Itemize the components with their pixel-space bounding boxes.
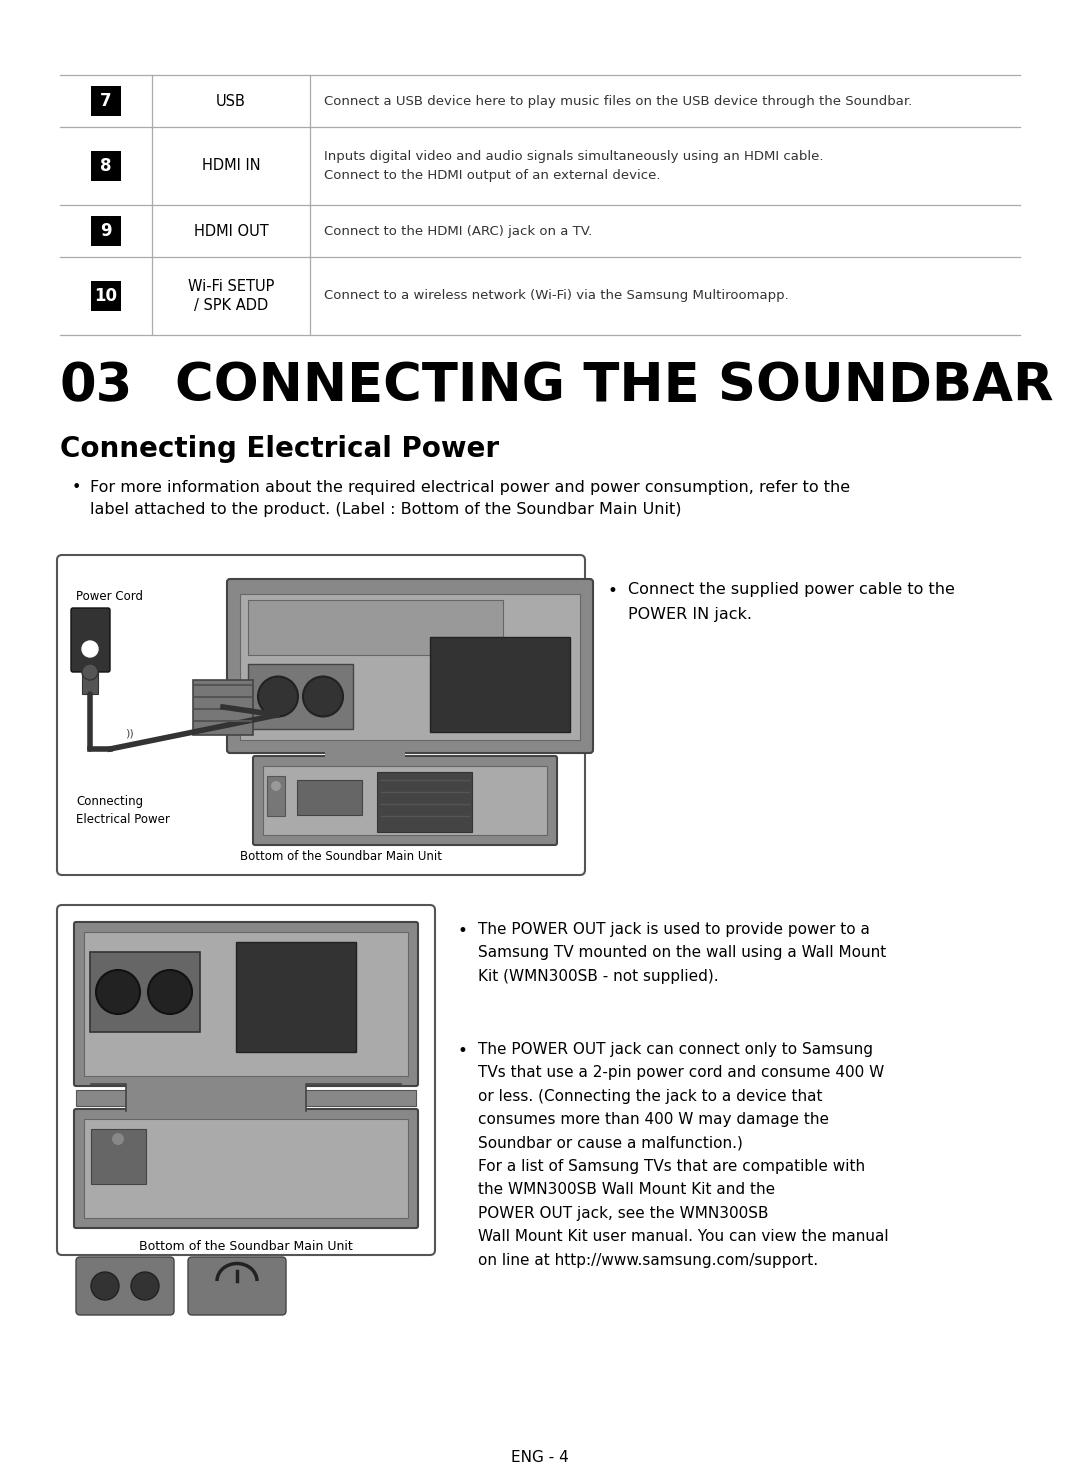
Text: USB: USB — [216, 93, 246, 108]
Bar — [248, 664, 353, 729]
Text: Connecting Electrical Power: Connecting Electrical Power — [60, 435, 499, 463]
Text: For more information about the required electrical power and power consumption, : For more information about the required … — [90, 481, 850, 495]
Circle shape — [96, 970, 140, 1015]
Circle shape — [148, 970, 192, 1015]
Text: •: • — [608, 583, 618, 600]
FancyBboxPatch shape — [188, 1257, 286, 1315]
Circle shape — [91, 1272, 119, 1300]
Text: Bottom of the Soundbar Main Unit: Bottom of the Soundbar Main Unit — [139, 1239, 353, 1253]
Text: Power Cord: Power Cord — [76, 590, 143, 603]
Text: •: • — [72, 481, 81, 495]
Text: )): )) — [125, 729, 134, 740]
Circle shape — [82, 664, 98, 680]
Bar — [76, 1090, 416, 1106]
Text: The POWER OUT jack is used to provide power to a
Samsung TV mounted on the wall : The POWER OUT jack is used to provide po… — [478, 921, 887, 984]
Text: HDMI OUT: HDMI OUT — [193, 223, 268, 238]
Text: 03: 03 — [60, 359, 133, 413]
Bar — [264, 766, 546, 836]
Circle shape — [131, 1272, 159, 1300]
FancyBboxPatch shape — [57, 905, 435, 1256]
Circle shape — [271, 781, 281, 791]
Bar — [91, 216, 121, 246]
Text: ENG - 4: ENG - 4 — [511, 1449, 569, 1466]
Bar — [248, 600, 503, 655]
FancyBboxPatch shape — [227, 578, 593, 753]
Text: CONNECTING THE SOUNDBAR: CONNECTING THE SOUNDBAR — [175, 359, 1054, 413]
Text: The POWER OUT jack can connect only to Samsung
TVs that use a 2-pin power cord a: The POWER OUT jack can connect only to S… — [478, 1043, 889, 1268]
Text: 9: 9 — [100, 222, 112, 240]
Bar — [237, 942, 356, 1052]
Text: Inputs digital video and audio signals simultaneously using an HDMI cable.
Conne: Inputs digital video and audio signals s… — [324, 149, 824, 182]
Bar — [377, 772, 472, 833]
FancyBboxPatch shape — [76, 1257, 174, 1315]
Text: 10: 10 — [95, 287, 118, 305]
FancyBboxPatch shape — [71, 608, 110, 671]
Text: •: • — [458, 921, 468, 941]
Bar — [297, 779, 362, 815]
Circle shape — [82, 640, 98, 657]
Text: Connect to a wireless network (Wi-Fi) via the Samsung Multiroomapp.: Connect to a wireless network (Wi-Fi) vi… — [324, 290, 788, 303]
Text: Connect a USB device here to play music files on the USB device through the Soun: Connect a USB device here to play music … — [324, 95, 913, 108]
FancyBboxPatch shape — [57, 555, 585, 876]
Circle shape — [258, 676, 298, 716]
Bar — [84, 932, 408, 1077]
Bar — [91, 86, 121, 115]
Text: •: • — [458, 1043, 468, 1060]
Bar — [91, 1128, 146, 1185]
Text: 7: 7 — [100, 92, 112, 109]
FancyBboxPatch shape — [75, 921, 418, 1086]
FancyBboxPatch shape — [75, 1109, 418, 1228]
Bar — [91, 151, 121, 180]
FancyBboxPatch shape — [253, 756, 557, 845]
Text: Connecting
Electrical Power: Connecting Electrical Power — [76, 796, 170, 825]
Bar — [240, 595, 580, 740]
Text: 8: 8 — [100, 157, 111, 175]
Text: label attached to the product. (Label : Bottom of the Soundbar Main Unit): label attached to the product. (Label : … — [90, 501, 681, 518]
Text: Wi-Fi SETUP
/ SPK ADD: Wi-Fi SETUP / SPK ADD — [188, 278, 274, 314]
Text: Connect the supplied power cable to the
POWER IN jack.: Connect the supplied power cable to the … — [627, 583, 955, 621]
Bar — [84, 1120, 408, 1219]
Bar — [267, 776, 285, 816]
Bar — [82, 671, 98, 694]
Circle shape — [112, 1133, 124, 1145]
Text: HDMI IN: HDMI IN — [202, 158, 260, 173]
Bar — [430, 637, 570, 732]
Text: Connect to the HDMI (ARC) jack on a TV.: Connect to the HDMI (ARC) jack on a TV. — [324, 225, 592, 238]
Bar — [193, 680, 253, 735]
Bar — [90, 952, 200, 1032]
Bar — [91, 281, 121, 311]
Circle shape — [303, 676, 343, 716]
Text: Bottom of the Soundbar Main Unit: Bottom of the Soundbar Main Unit — [240, 850, 442, 864]
